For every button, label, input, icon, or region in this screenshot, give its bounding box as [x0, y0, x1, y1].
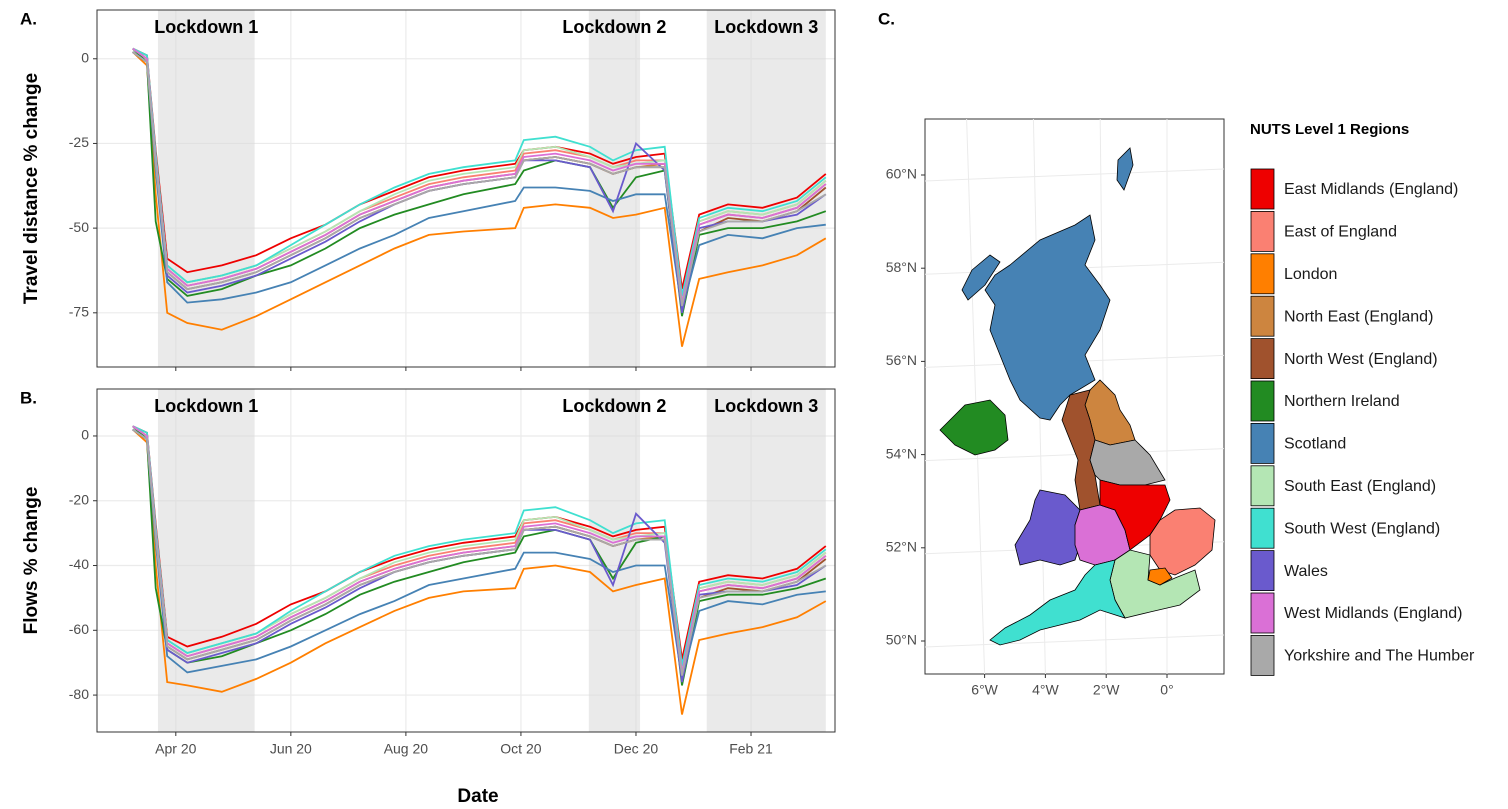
series-line — [132, 51, 827, 307]
legend-swatch — [1250, 210, 1275, 252]
y-tick-label: 0 — [81, 49, 89, 65]
series-line — [132, 428, 827, 715]
lon-tick-label: 2°W — [1093, 682, 1120, 698]
series-line — [132, 47, 827, 297]
y-tick-label: -20 — [69, 491, 89, 507]
y-tick-label: -40 — [69, 556, 89, 572]
series-line — [132, 428, 826, 680]
panel: Lockdown 1 Lockdown 2 Lockdown 3 -80 -60 -40 -… — [20, 388, 836, 807]
lat-tick-label: 54°N — [886, 445, 917, 461]
legend-swatch — [1250, 380, 1275, 422]
x-tick-label: Aug 20 — [384, 741, 429, 757]
lon-tick-label: 4°W — [1032, 682, 1059, 698]
legend-swatch — [1250, 295, 1275, 337]
legend-swatch — [1250, 422, 1275, 464]
legend-label: London — [1284, 266, 1337, 283]
graticule — [966, 118, 986, 675]
x-tick-label: Dec 20 — [614, 741, 659, 757]
legend-label: South West (England) — [1284, 520, 1440, 537]
panel: Lockdown 1 Lockdown 2 Lockdown 3 -75 -50 -25 0… — [20, 9, 836, 371]
lat-tick-label: 60°N — [886, 166, 917, 182]
lockdown-shade — [706, 389, 826, 732]
y-tick-label: -60 — [69, 621, 89, 637]
legend-label: East of England — [1284, 224, 1397, 241]
legend-label: East Midlands (England) — [1284, 181, 1458, 198]
lockdown-label: Lockdown 3 — [714, 17, 818, 37]
plot-border — [96, 9, 836, 368]
legend-swatch — [1250, 465, 1275, 507]
lockdown-shade — [588, 389, 641, 732]
series-line — [132, 425, 827, 673]
lockdown-label: Lockdown 1 — [154, 17, 258, 37]
lat-tick-label: 50°N — [886, 632, 917, 648]
legend-label: Northern Ireland — [1284, 393, 1400, 410]
plot-border — [96, 388, 836, 733]
legend-label: South East (England) — [1284, 478, 1436, 495]
lat-tick-label: 52°N — [886, 539, 917, 555]
legend-title: NUTS Level 1 Regions — [1250, 121, 1409, 138]
graticule — [924, 634, 1225, 648]
lockdown-shade — [588, 10, 641, 367]
graticule — [924, 168, 1225, 182]
legend-swatch — [1250, 507, 1275, 549]
region-south-west — [989, 559, 1126, 646]
series-line — [132, 47, 827, 317]
region-scotland-islands — [1116, 147, 1134, 191]
legend-label: Scotland — [1284, 436, 1346, 453]
lockdown-label: Lockdown 1 — [154, 396, 258, 416]
y-tick-label: 0 — [81, 427, 89, 443]
panel-label: A. — [20, 9, 37, 28]
y-axis-title: Flows % change — [21, 487, 42, 635]
region-east-of-england — [1149, 507, 1216, 576]
map — [939, 147, 1216, 646]
lon-tick-label: 6°W — [971, 682, 998, 698]
lockdown-shade — [706, 10, 826, 367]
graticule — [924, 448, 1225, 462]
lockdown-label: Lockdown 2 — [562, 17, 666, 37]
legend-label: Yorkshire and The Humber — [1284, 648, 1475, 665]
series-line — [132, 51, 827, 347]
legend-label: North West (England) — [1284, 351, 1438, 368]
legend-swatch — [1250, 338, 1275, 380]
y-tick-label: -50 — [69, 219, 89, 235]
x-axis-title: Date — [457, 786, 498, 807]
legend-swatch — [1250, 168, 1275, 210]
series-line — [132, 425, 827, 667]
legend-swatch — [1250, 592, 1275, 634]
x-tick-label: Jun 20 — [270, 741, 312, 757]
y-tick-label: -25 — [69, 134, 89, 150]
legend-label: West Midlands (England) — [1284, 605, 1462, 622]
panel-label: C. — [878, 9, 895, 28]
legend-label: North East (England) — [1284, 308, 1433, 325]
lat-tick-label: 56°N — [886, 352, 917, 368]
y-tick-label: -80 — [69, 686, 89, 702]
lockdown-shade — [157, 389, 255, 732]
legend-swatch — [1250, 635, 1275, 676]
legend-swatch — [1250, 253, 1275, 295]
y-axis-title: Travel distance % change — [21, 73, 42, 304]
region-scotland-hebrides — [961, 254, 1001, 301]
series-line — [132, 51, 826, 310]
y-tick-label: -75 — [69, 304, 89, 320]
lat-tick-label: 58°N — [886, 259, 917, 275]
panel-label: B. — [20, 388, 37, 407]
region-northern-ireland — [939, 399, 1009, 456]
region-north-west — [1061, 389, 1101, 511]
x-tick-label: Apr 20 — [155, 741, 196, 757]
lon-tick-label: 0° — [1160, 682, 1173, 698]
legend-swatch — [1250, 550, 1275, 591]
lockdown-label: Lockdown 2 — [562, 396, 666, 416]
lockdown-shade — [157, 10, 255, 367]
lockdown-label: Lockdown 3 — [714, 396, 818, 416]
series-line — [132, 428, 827, 676]
legend-label: Wales — [1284, 563, 1328, 580]
series-line — [132, 47, 827, 303]
map-frame: 50°N 52°N 54°N 56°N 58°N 60°N 6°W 4°W 2°W 0° — [886, 118, 1225, 698]
x-tick-label: Feb 21 — [729, 741, 773, 757]
region-london — [1147, 567, 1173, 586]
x-tick-label: Oct 20 — [500, 741, 541, 757]
